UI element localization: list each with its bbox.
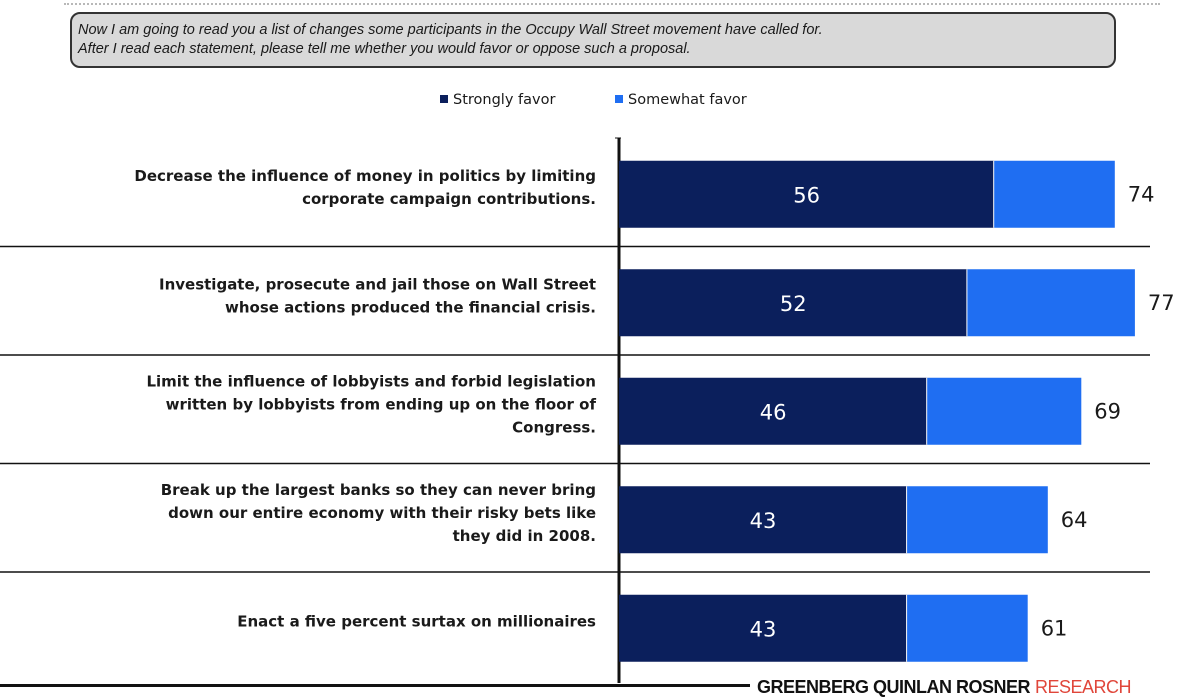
- bottom-rule: [0, 684, 750, 687]
- category-label: Limit the influence of lobbyists and for…: [146, 372, 596, 390]
- category-label: Break up the largest banks so they can n…: [161, 481, 596, 499]
- bar-somewhat-favor: [907, 594, 1028, 662]
- legend-swatch-strongly-favor: [440, 95, 448, 103]
- bar-strongly-favor: [619, 486, 908, 554]
- bar-strongly-favor: [619, 269, 968, 337]
- bar-strongly-favor: [619, 594, 908, 662]
- legend-swatch-somewhat-favor: [615, 95, 623, 103]
- category-label: written by lobbyists from ending up on t…: [166, 395, 597, 413]
- legend-label-strongly-favor: Strongly favor: [453, 92, 556, 108]
- bar-value-label: 43: [750, 617, 777, 641]
- question-line-2: After I read each statement, please tell…: [78, 41, 691, 57]
- category-label: Decrease the influence of money in polit…: [134, 167, 596, 185]
- legend-label-somewhat-favor: Somewhat favor: [628, 92, 747, 108]
- bar-strongly-favor: [619, 160, 995, 228]
- brand-suffix: RESEARCH: [1035, 677, 1132, 697]
- legend-item-somewhat-favor: Somewhat favor: [615, 92, 747, 108]
- question-box: Now I am going to read you a list of cha…: [70, 12, 1116, 68]
- category-label: Congress.: [512, 418, 596, 436]
- category-label: Enact a five percent surtax on millionai…: [237, 612, 596, 630]
- bar-total-label: 69: [1094, 399, 1121, 423]
- bar-value-label: 46: [760, 400, 787, 424]
- question-line-1: Now I am going to read you a list of cha…: [78, 22, 823, 38]
- bar-somewhat-favor: [907, 486, 1048, 554]
- brand-name: GREENBERG QUINLAN ROSNER: [757, 677, 1031, 697]
- brand-logo: GREENBERG QUINLAN ROSNER RESEARCH: [757, 677, 1132, 697]
- bar-total-label: 64: [1061, 508, 1088, 532]
- top-dotted-rule: [64, 3, 1160, 5]
- bar-somewhat-favor: [967, 269, 1135, 337]
- bar-somewhat-favor: [927, 377, 1082, 445]
- legend-item-strongly-favor: Strongly favor: [440, 92, 555, 108]
- bar-total-label: 74: [1128, 182, 1155, 206]
- category-label: whose actions produced the financial cri…: [225, 298, 596, 316]
- bar-value-label: 52: [780, 292, 807, 316]
- bar-somewhat-favor: [994, 160, 1115, 228]
- bar-total-label: 61: [1041, 616, 1068, 640]
- category-label: down our entire economy with their risky…: [168, 504, 596, 522]
- category-label: Investigate, prosecute and jail those on…: [159, 275, 596, 293]
- category-label: they did in 2008.: [453, 527, 596, 545]
- bar-total-label: 77: [1148, 291, 1175, 315]
- bar-value-label: 56: [793, 183, 820, 207]
- bar-strongly-favor: [619, 377, 928, 445]
- bar-value-label: 43: [750, 509, 777, 533]
- category-label: corporate campaign contributions.: [302, 190, 596, 208]
